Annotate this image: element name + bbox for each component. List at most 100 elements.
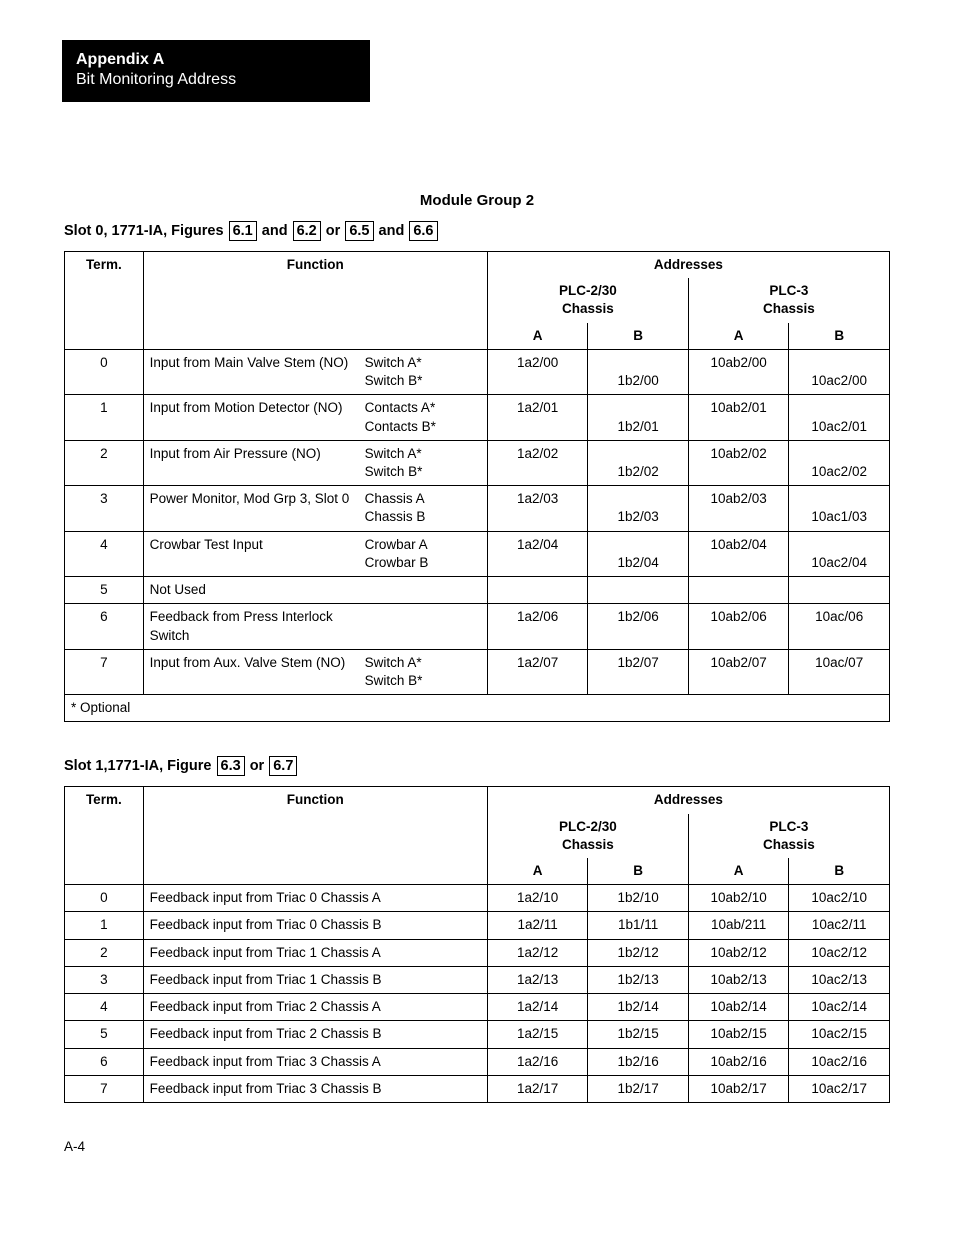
address-cell: 1a2/15 <box>487 1021 588 1048</box>
address-cell: 10ab2/16 <box>688 1048 789 1075</box>
function-cell: Feedback input from Triac 3 Chassis B <box>143 1075 487 1102</box>
term-cell: 1 <box>65 912 144 939</box>
address-cell: 10ac2/11 <box>789 912 890 939</box>
module-title: Module Group 2 <box>64 192 890 209</box>
address-cell: 1a2/04 <box>487 531 588 576</box>
optional-footnote: * Optional <box>65 695 890 722</box>
address-cell: 10ab2/07 <box>688 649 789 694</box>
term-cell: 0 <box>65 349 144 394</box>
address-cell: 1b1/11 <box>588 912 689 939</box>
function-text: Not Used <box>150 581 365 599</box>
address-cell: 1b2/16 <box>588 1048 689 1075</box>
col-b-header: B <box>789 858 890 885</box>
term-cell: 3 <box>65 486 144 531</box>
function-cell: Crowbar Test InputCrowbar ACrowbar B <box>143 531 487 576</box>
figure-ref-link[interactable]: 6.3 <box>217 756 245 776</box>
table-row: 6Feedback input from Triac 3 Chassis A1a… <box>65 1048 890 1075</box>
switch-b: Contacts B* <box>365 419 436 434</box>
term-cell: 4 <box>65 531 144 576</box>
slot0-table: Term. Function Addresses PLC-2/30 Chassi… <box>64 251 890 722</box>
address-cell: 1a2/11 <box>487 912 588 939</box>
address-value: 10ac2/04 <box>795 554 883 572</box>
appendix-subtitle: Bit Monitoring Address <box>76 70 356 90</box>
address-value: 1a2/04 <box>494 536 582 554</box>
col-addresses-header: Addresses <box>487 787 889 814</box>
address-value: 1b2/03 <box>594 508 682 526</box>
function-text: Feedback from Press Interlock Switch <box>150 608 365 644</box>
address-value: 1b2/07 <box>594 654 682 672</box>
address-value: 1a2/07 <box>494 654 582 672</box>
switch-text: Switch A*Switch B* <box>365 654 423 690</box>
table-row: 5Not Used <box>65 577 890 604</box>
switch-a: Switch A* <box>365 655 422 670</box>
figure-ref-link[interactable]: 6.2 <box>293 221 321 241</box>
function-cell: Feedback input from Triac 1 Chassis A <box>143 939 487 966</box>
address-cell: 10ab2/00 <box>688 349 789 394</box>
figure-ref-link[interactable]: 6.1 <box>229 221 257 241</box>
address-cell: 1a2/12 <box>487 939 588 966</box>
figure-ref-link[interactable]: 6.5 <box>345 221 373 241</box>
address-cell: 10ab2/17 <box>688 1075 789 1102</box>
function-cell: Feedback input from Triac 2 Chassis A <box>143 994 487 1021</box>
address-value: 1a2/02 <box>494 445 582 463</box>
appendix-header: Appendix A Bit Monitoring Address <box>62 40 370 102</box>
address-value: 10ab2/02 <box>695 445 783 463</box>
switch-text: Switch A*Switch B* <box>365 445 423 481</box>
col-plc3-label: PLC-3 <box>769 819 808 834</box>
heading-connector: and <box>375 223 409 239</box>
address-cell: 10ac2/04 <box>789 531 890 576</box>
switch-b: Chassis B <box>365 509 426 524</box>
function-cell: Feedback input from Triac 2 Chassis B <box>143 1021 487 1048</box>
address-value: 1b2/01 <box>594 418 682 436</box>
heading-connector: or <box>322 223 345 239</box>
function-cell: Feedback input from Triac 1 Chassis B <box>143 966 487 993</box>
address-value: 1b2/06 <box>594 608 682 626</box>
address-cell: 10ab2/14 <box>688 994 789 1021</box>
col-a-header: A <box>688 323 789 350</box>
table-row: 2Input from Air Pressure (NO)Switch A*Sw… <box>65 440 890 485</box>
slot1-table: Term. Function Addresses PLC-2/30 Chassi… <box>64 786 890 1103</box>
col-plc230-header: PLC-2/30 Chassis <box>487 814 688 858</box>
function-cell: Input from Main Valve Stem (NO)Switch A*… <box>143 349 487 394</box>
address-cell: 10ac2/00 <box>789 349 890 394</box>
switch-b: Switch B* <box>365 464 423 479</box>
function-text: Input from Aux. Valve Stem (NO) <box>150 654 365 672</box>
col-plc3-header: PLC-3 Chassis <box>688 814 889 858</box>
table-row: 5Feedback input from Triac 2 Chassis B1a… <box>65 1021 890 1048</box>
table-row: 3Feedback input from Triac 1 Chassis B1a… <box>65 966 890 993</box>
address-cell: 10ab/211 <box>688 912 789 939</box>
address-cell: 10ab2/15 <box>688 1021 789 1048</box>
term-cell: 2 <box>65 939 144 966</box>
address-cell: 1a2/07 <box>487 649 588 694</box>
term-cell: 5 <box>65 1021 144 1048</box>
address-cell: 10ab2/10 <box>688 885 789 912</box>
address-cell: 10ab2/12 <box>688 939 789 966</box>
address-cell: 1a2/03 <box>487 486 588 531</box>
col-chassis-label: Chassis <box>763 301 815 316</box>
address-cell: 1b2/15 <box>588 1021 689 1048</box>
address-cell: 1b2/07 <box>588 649 689 694</box>
function-cell: Feedback from Press Interlock Switch <box>143 604 487 649</box>
address-value: 10ab2/01 <box>695 399 783 417</box>
address-value: 1b2/04 <box>594 554 682 572</box>
address-value: 1a2/03 <box>494 490 582 508</box>
col-plc3-label: PLC-3 <box>769 283 808 298</box>
col-a-header: A <box>487 858 588 885</box>
address-cell: 1a2/17 <box>487 1075 588 1102</box>
address-cell: 10ac2/02 <box>789 440 890 485</box>
figure-ref-link[interactable]: 6.7 <box>269 756 297 776</box>
address-cell: 10ab2/03 <box>688 486 789 531</box>
col-plc230-label: PLC-2/30 <box>559 283 617 298</box>
address-value: 1b2/02 <box>594 463 682 481</box>
function-text: Input from Motion Detector (NO) <box>150 399 365 417</box>
col-plc3-header: PLC-3 Chassis <box>688 278 889 322</box>
address-cell: 10ac2/10 <box>789 885 890 912</box>
col-a-header: A <box>487 323 588 350</box>
col-term-header: Term. <box>65 787 144 885</box>
switch-a: Crowbar A <box>365 537 428 552</box>
slot1-heading-prefix: Slot 1,1771-IA, Figure <box>64 758 216 774</box>
figure-ref-link[interactable]: 6.6 <box>409 221 437 241</box>
col-b-header: B <box>789 323 890 350</box>
switch-text: Contacts A*Contacts B* <box>365 399 436 435</box>
function-text: Input from Air Pressure (NO) <box>150 445 365 463</box>
